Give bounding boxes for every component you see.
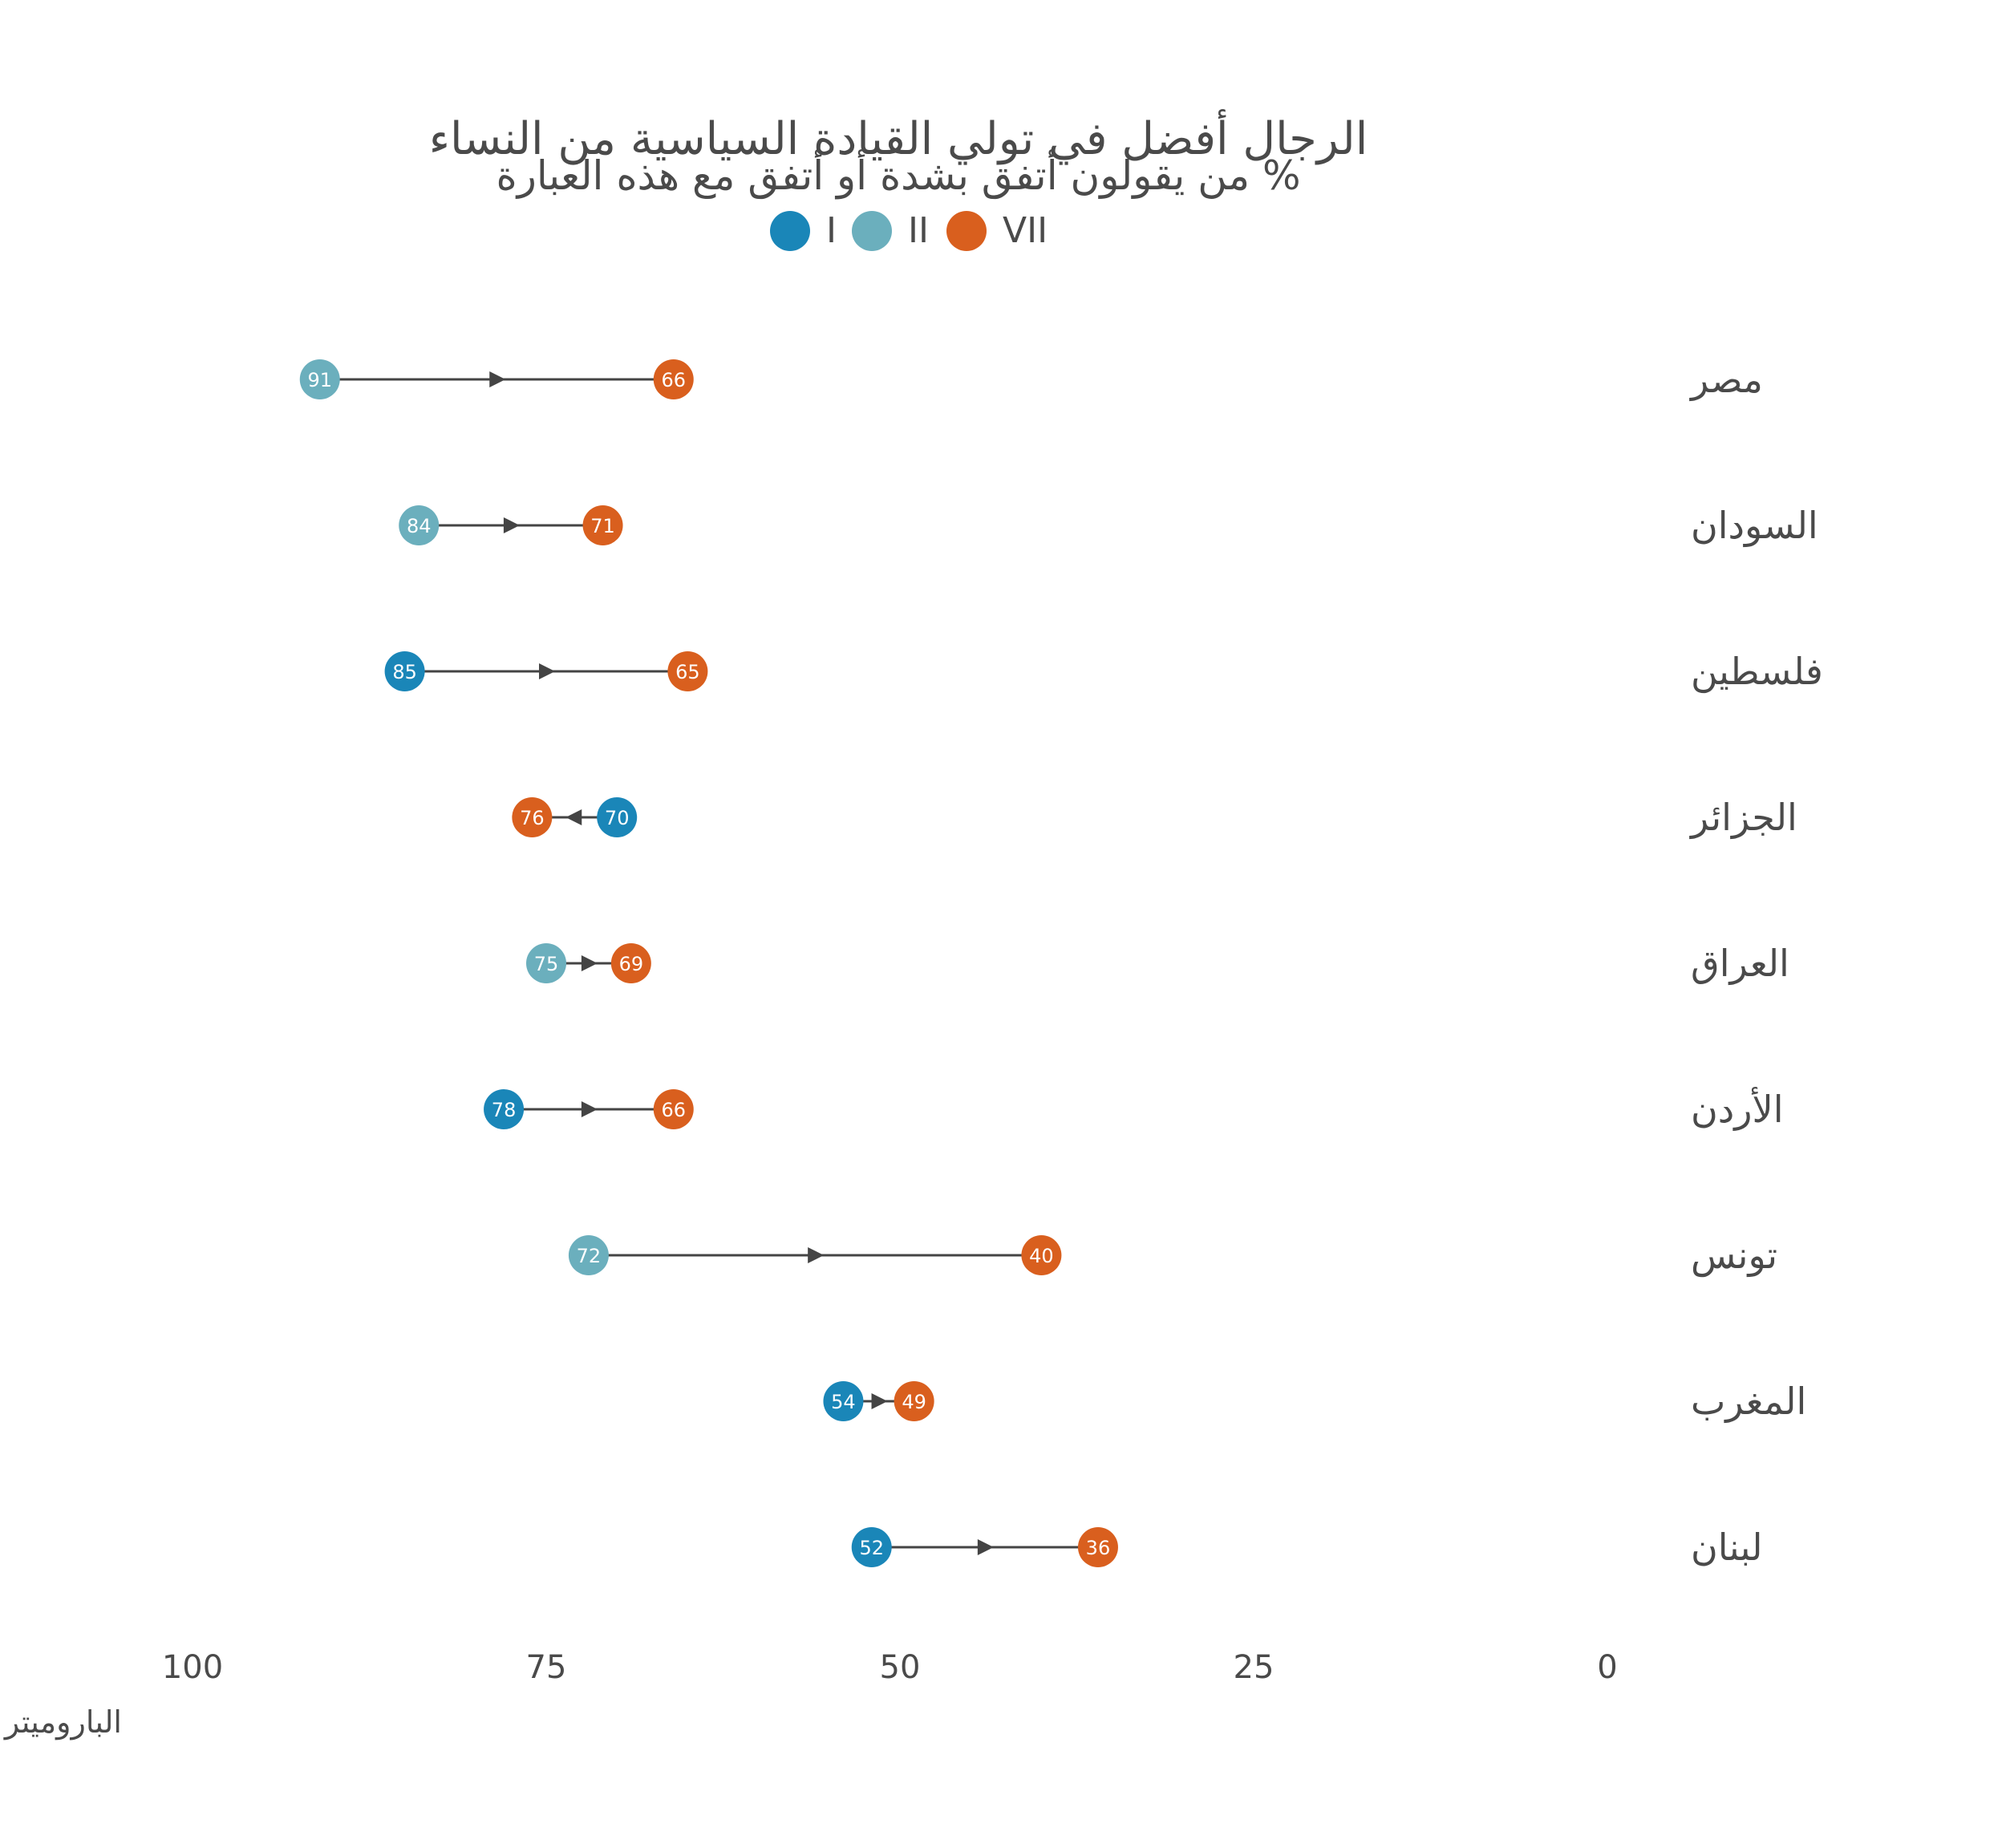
legend-marker-VII <box>946 211 987 251</box>
point-value-label: 91 <box>307 369 332 391</box>
point-start-II <box>299 359 340 399</box>
direction-arrow <box>581 1101 598 1117</box>
point-value-label: 72 <box>577 1245 602 1267</box>
point-end-VII <box>1077 1527 1118 1567</box>
legend-label-VII: VII <box>1003 210 1048 251</box>
country-label: تونس <box>1691 1234 1777 1278</box>
country-label: مصر <box>1689 358 1763 402</box>
point-start-II <box>568 1235 609 1275</box>
direction-arrow <box>503 517 520 533</box>
chart-title: الرجال أفضل في تولي القيادة السياسية من … <box>429 109 1368 165</box>
legend-marker-I <box>770 211 810 251</box>
direction-arrow <box>977 1539 994 1555</box>
direction-arrow <box>871 1393 888 1409</box>
row: 78 66 الأردن <box>484 1086 1784 1131</box>
x-tick-label: 0 <box>1597 1649 1617 1686</box>
country-label: العراق <box>1691 942 1789 986</box>
x-tick-label: 50 <box>880 1649 921 1686</box>
point-value-label: 49 <box>902 1391 926 1413</box>
country-label: الجزائر <box>1689 796 1797 840</box>
direction-arrow <box>808 1247 825 1263</box>
point-start-I <box>597 797 638 837</box>
point-value-label: 40 <box>1029 1245 1054 1267</box>
country-label: السودان <box>1691 504 1818 548</box>
country-label: لبنان <box>1691 1526 1763 1569</box>
point-start-I <box>823 1381 864 1421</box>
point-end-VII <box>667 651 708 691</box>
chart-subtitle: % من يقولون أتفق بشدة أو أتفق مع هذه الع… <box>496 149 1301 200</box>
point-end-VII <box>610 943 651 983</box>
x-tick-label: 100 <box>162 1649 223 1686</box>
direction-arrow <box>539 663 555 679</box>
legend-label-II: II <box>908 210 929 251</box>
row: 70 76 الجزائر <box>512 796 1797 840</box>
point-value-label: 66 <box>661 369 686 391</box>
point-value-label: 65 <box>675 661 700 683</box>
x-tick-label: 25 <box>1234 1649 1275 1686</box>
direction-arrow <box>489 371 506 387</box>
row: 85 65 فلسطين <box>384 650 1823 694</box>
point-value-label: 54 <box>831 1391 856 1413</box>
point-value-label: 75 <box>534 953 559 975</box>
row: 91 66 مصر <box>299 358 1763 402</box>
source-label: الباروميتر العربي <box>0 1704 122 1741</box>
point-value-label: 52 <box>859 1537 884 1559</box>
row: 72 40 تونس <box>568 1234 1777 1278</box>
point-value-label: 70 <box>605 807 630 829</box>
point-start-I <box>384 651 425 691</box>
point-end-VII <box>894 1381 934 1421</box>
legend-label-I: I <box>826 210 837 251</box>
direction-arrow <box>565 809 582 825</box>
point-value-label: 36 <box>1086 1537 1111 1559</box>
point-start-II <box>399 505 440 545</box>
point-end-VII <box>582 505 623 545</box>
point-value-label: 66 <box>661 1099 686 1121</box>
row: 52 36 لبنان <box>851 1526 1763 1569</box>
x-axis: 100 75 50 25 0 <box>162 1649 1618 1686</box>
x-tick-label: 75 <box>526 1649 567 1686</box>
legend: I II VII <box>770 210 1048 251</box>
point-value-label: 85 <box>392 661 417 683</box>
point-end-VII <box>653 359 694 399</box>
row: 54 49 المغرب <box>823 1380 1806 1424</box>
legend-marker-II <box>852 211 892 251</box>
country-label: فلسطين <box>1691 650 1823 694</box>
direction-arrow <box>581 955 598 971</box>
point-end-VII <box>512 797 553 837</box>
point-end-VII <box>1021 1235 1062 1275</box>
point-start-I <box>851 1527 892 1567</box>
country-label: المغرب <box>1691 1380 1806 1424</box>
country-label: الأردن <box>1691 1086 1784 1131</box>
point-value-label: 71 <box>590 515 615 537</box>
point-value-label: 69 <box>619 953 644 975</box>
point-value-label: 84 <box>407 515 432 537</box>
row: 75 69 العراق <box>526 942 1789 986</box>
point-start-II <box>526 943 566 983</box>
point-value-label: 78 <box>492 1099 517 1121</box>
point-end-VII <box>653 1089 694 1129</box>
row: 84 71 السودان <box>399 504 1818 548</box>
point-start-I <box>484 1089 525 1129</box>
point-value-label: 76 <box>520 807 545 829</box>
